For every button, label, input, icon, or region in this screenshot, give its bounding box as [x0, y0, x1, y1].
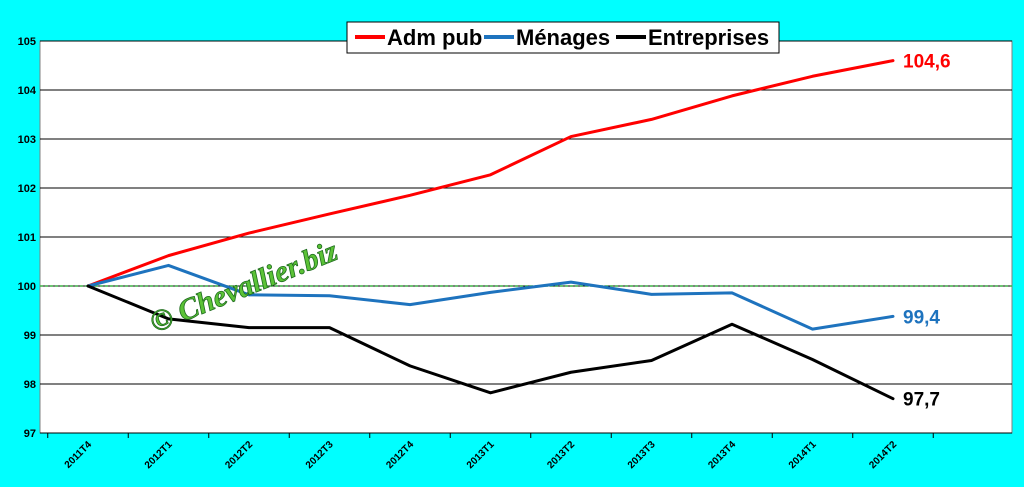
series-line-1 [86, 263, 895, 331]
legend-label-0: Adm pub [387, 25, 482, 50]
y-tick-label: 97 [24, 428, 36, 440]
series-lines [86, 59, 895, 401]
x-tick-label: 2011T4 [63, 439, 95, 471]
x-tick-label: 2014T2 [867, 439, 899, 471]
y-tick-label: 100 [18, 281, 36, 293]
y-tick-label: 104 [18, 85, 37, 97]
x-tick-label: 2012T3 [304, 439, 336, 471]
y-tick-label: 98 [24, 379, 36, 391]
y-tick-label: 105 [18, 36, 36, 48]
x-tick-label: 2013T3 [626, 439, 658, 471]
x-tick-label: 2013T2 [545, 439, 577, 471]
y-tick-label: 101 [18, 232, 36, 244]
x-tick-label: 2014T1 [787, 439, 819, 471]
legend-label-2: Entreprises [648, 25, 769, 50]
legend-box [346, 21, 780, 54]
series-line-2 [86, 284, 895, 401]
x-tick-label: 2012T4 [384, 439, 416, 471]
x-axis: 2011T4 2012T1 2012T2 2012T3 2012T4 2013T1 2013… [47, 433, 934, 471]
x-tick-label: 2012T2 [223, 439, 255, 471]
end-label-0: 104,6 [903, 52, 951, 73]
y-tick-label: 102 [18, 183, 36, 195]
x-tick-label: 2013T4 [706, 439, 738, 471]
legend-label-1: Ménages [516, 25, 610, 50]
end-label-2: 97,7 [903, 390, 940, 411]
y-axis: 97 98 99 100 101 102 103 104 105 [18, 36, 37, 440]
end-labels: 104,6 99,4 97,7 [903, 52, 951, 411]
y-tick-label: 103 [18, 134, 36, 146]
x-tick-label: 2012T1 [143, 439, 175, 471]
x-tick-label: 2013T1 [465, 439, 497, 471]
end-label-1: 99,4 [903, 307, 940, 328]
y-tick-label: 99 [24, 330, 36, 342]
series-line-0 [86, 59, 895, 288]
legend: Adm pub Ménages Entreprises [346, 21, 780, 54]
